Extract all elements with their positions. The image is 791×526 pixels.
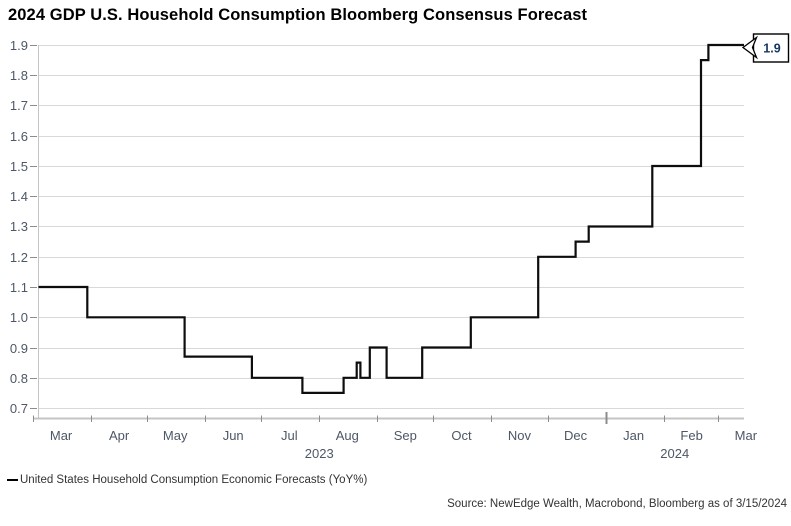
y-axis-tick-label: 1.7 (10, 98, 28, 113)
y-axis-tick-label: 1.0 (10, 310, 28, 325)
x-axis-month-label: Mar (50, 428, 73, 443)
x-axis-month-label: Dec (564, 428, 588, 443)
callout-label: 1.9 (763, 42, 780, 56)
x-axis-month-label: Jun (223, 428, 244, 443)
x-axis-year-label: 2023 (305, 446, 334, 461)
legend-label: United States Household Consumption Econ… (20, 474, 368, 486)
x-axis-month-label: Jan (623, 428, 644, 443)
x-axis-month-label: Sep (394, 428, 417, 443)
end-value-callout: 1.9 (741, 33, 790, 63)
callout-box (752, 33, 790, 63)
y-axis-tick-label: 1.6 (10, 129, 28, 144)
x-axis-month-label: Feb (680, 428, 702, 443)
y-axis-tick-label: 0.7 (10, 401, 28, 416)
x-axis-month-label: Nov (508, 428, 532, 443)
forecast-step-line (38, 43, 744, 394)
x-axis-month-label: Mar (735, 428, 758, 443)
axis-layer: 0.7 0.8 0.9 1.0 1.1 1.2 1.3 1.4 1.5 1.6 1.7 1.8 1.9 M… (10, 38, 758, 461)
series-layer (38, 43, 744, 394)
x-axis-month-label: Apr (109, 428, 130, 443)
callout-pointer-icon (741, 35, 758, 60)
source-attribution: Source: NewEdge Wealth, Macrobond, Bloom… (447, 498, 787, 510)
x-axis-month-label: Aug (336, 428, 359, 443)
x-axis-year-label: 2024 (660, 446, 689, 461)
y-axis-tick-label: 1.2 (10, 250, 28, 265)
legend: United States Household Consumption Econ… (7, 474, 367, 486)
y-axis-tick-label: 1.9 (10, 38, 28, 53)
y-axis-tick-label: 1.5 (10, 159, 28, 174)
y-axis-tick-label: 1.1 (10, 280, 28, 295)
y-axis-tick-label: 1.3 (10, 219, 28, 234)
chart-title: 2024 GDP U.S. Household Consumption Bloo… (8, 6, 588, 24)
x-axis-month-label: Oct (451, 428, 472, 443)
y-axis-tick-label: 0.8 (10, 371, 28, 386)
x-axis-month-label: Jul (281, 428, 298, 443)
grid-layer (38, 45, 744, 409)
y-axis-tick-label: 0.9 (10, 341, 28, 356)
x-axis-month-label: May (163, 428, 188, 443)
y-axis-tick-label: 1.4 (10, 189, 28, 204)
legend-line-swatch-icon (7, 478, 18, 482)
y-axis-tick-label: 1.8 (10, 68, 28, 83)
